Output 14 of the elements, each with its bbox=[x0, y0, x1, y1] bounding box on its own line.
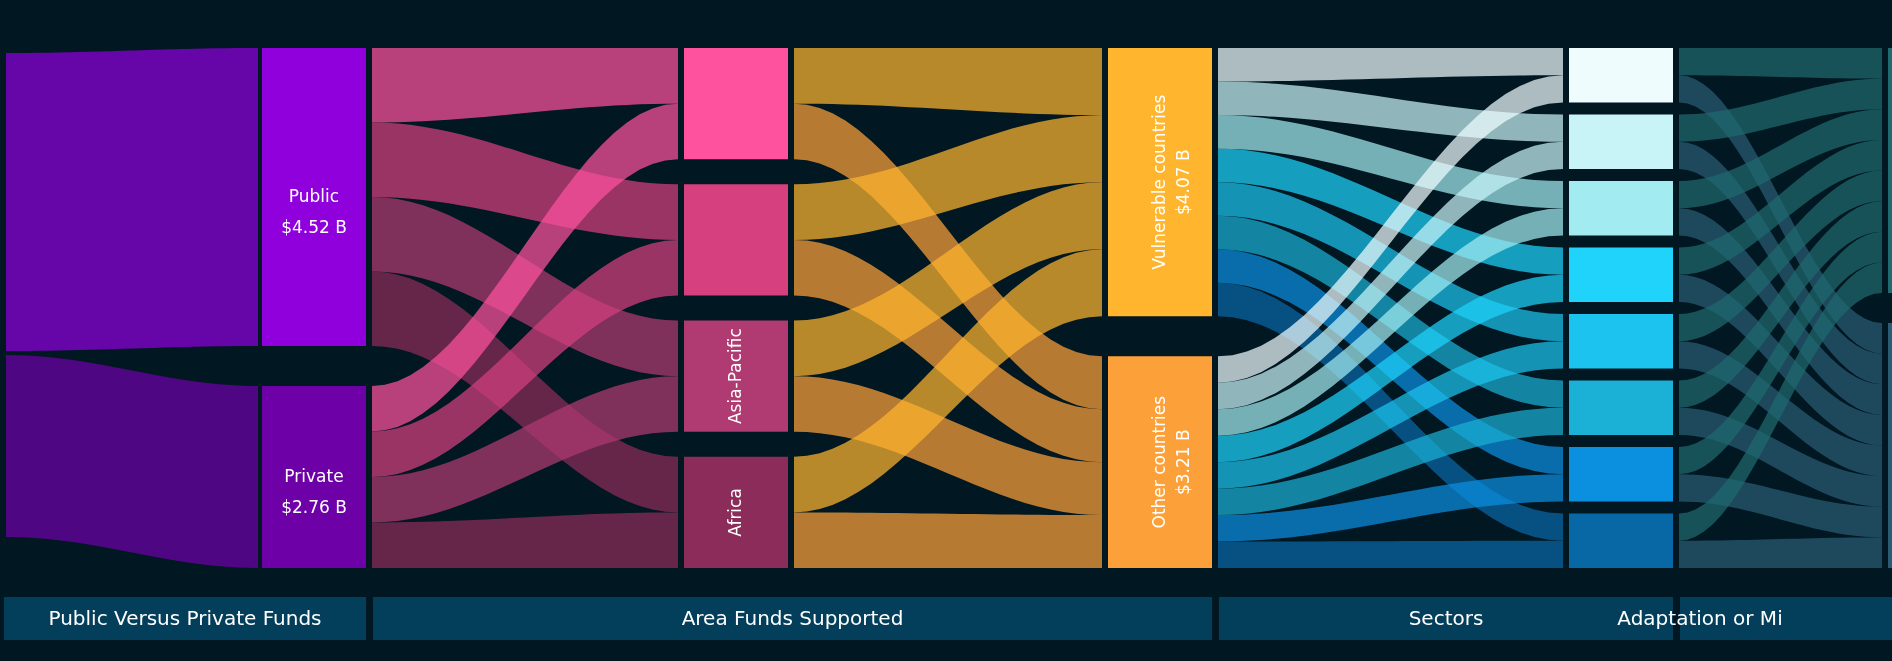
category-label: Vulnerable countries bbox=[1149, 94, 1169, 270]
data-label: $4.52 B bbox=[281, 217, 347, 238]
text: Adaptation or Mi bbox=[1617, 606, 1783, 630]
category-label: Other countries bbox=[1149, 395, 1169, 529]
text: Area Funds Supported bbox=[681, 606, 904, 630]
category-label: Asia-Pacific bbox=[725, 328, 745, 425]
data-label: $4.07 B bbox=[1173, 149, 1193, 216]
data-label: $2.76 B bbox=[281, 497, 347, 518]
text: Public Versus Private Funds bbox=[48, 606, 322, 630]
category-label: Private bbox=[284, 466, 344, 487]
category-label: Public bbox=[288, 186, 340, 207]
data-label: $3.21 B bbox=[1173, 429, 1193, 496]
text: Sectors bbox=[1408, 606, 1484, 630]
category-label: Africa bbox=[725, 488, 745, 537]
